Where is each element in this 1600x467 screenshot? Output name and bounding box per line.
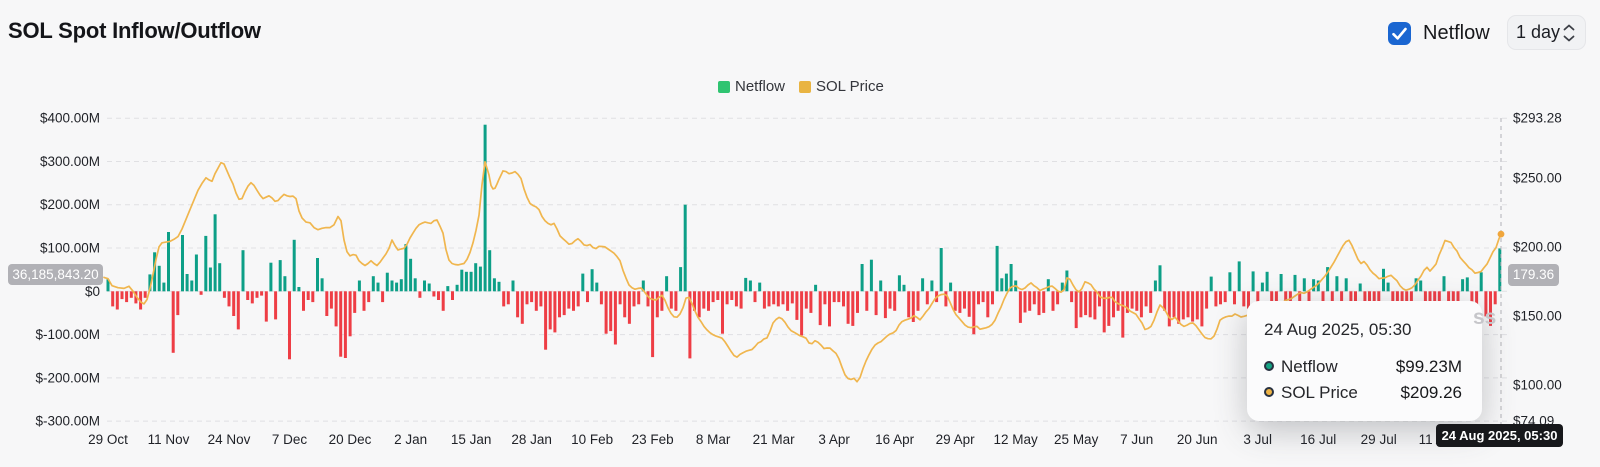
- svg-text:29 Apr: 29 Apr: [936, 432, 976, 447]
- svg-text:$250.00: $250.00: [1513, 170, 1562, 185]
- svg-text:$293.28: $293.28: [1513, 111, 1562, 126]
- svg-text:8 Mar: 8 Mar: [696, 432, 731, 447]
- svg-text:23 Feb: 23 Feb: [632, 432, 674, 447]
- svg-text:3 Jul: 3 Jul: [1243, 432, 1272, 447]
- svg-text:25 May: 25 May: [1054, 432, 1099, 447]
- svg-text:$150.00: $150.00: [1513, 309, 1562, 324]
- svg-text:$100.00: $100.00: [1513, 378, 1562, 393]
- svg-text:$200.00: $200.00: [1513, 239, 1562, 254]
- svg-text:$-100.00M: $-100.00M: [35, 327, 100, 342]
- svg-text:3 Apr: 3 Apr: [818, 432, 850, 447]
- svg-text:$400.00M: $400.00M: [40, 111, 100, 126]
- svg-text:20 Jun: 20 Jun: [1177, 432, 1218, 447]
- svg-text:7 Dec: 7 Dec: [272, 432, 308, 447]
- svg-text:20 Dec: 20 Dec: [329, 432, 372, 447]
- svg-text:$-200.00M: $-200.00M: [35, 370, 100, 385]
- svg-text:11 Nov: 11 Nov: [148, 432, 190, 447]
- svg-text:$0: $0: [85, 284, 100, 299]
- svg-text:10 Feb: 10 Feb: [571, 432, 613, 447]
- svg-text:16 Apr: 16 Apr: [875, 432, 915, 447]
- svg-text:$100.00M: $100.00M: [40, 241, 100, 256]
- svg-text:24 Nov: 24 Nov: [208, 432, 251, 447]
- svg-text:7 Jun: 7 Jun: [1120, 432, 1153, 447]
- svg-text:$200.00M: $200.00M: [40, 197, 100, 212]
- svg-text:$300.00M: $300.00M: [40, 154, 100, 169]
- svg-text:21 Mar: 21 Mar: [753, 432, 796, 447]
- svg-text:12 May: 12 May: [993, 432, 1038, 447]
- svg-text:28 Jan: 28 Jan: [511, 432, 552, 447]
- svg-text:2 Jan: 2 Jan: [394, 432, 427, 447]
- svg-text:16 Jul: 16 Jul: [1300, 432, 1336, 447]
- svg-text:29 Oct: 29 Oct: [88, 432, 128, 447]
- svg-text:29 Jul: 29 Jul: [1361, 432, 1397, 447]
- svg-text:15 Jan: 15 Jan: [451, 432, 492, 447]
- svg-text:$-300.00M: $-300.00M: [35, 414, 100, 429]
